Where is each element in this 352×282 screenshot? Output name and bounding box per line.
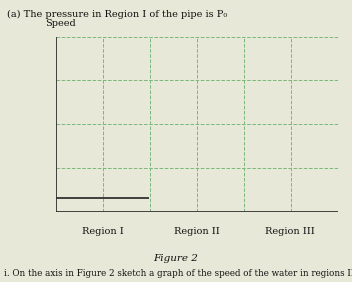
Text: Region II: Region II [174,227,220,236]
Text: Region I: Region I [82,227,124,236]
Text: Region III: Region III [265,227,315,236]
Text: Speed: Speed [45,19,76,28]
Text: (a) The pressure in Region I of the pipe is P₀: (a) The pressure in Region I of the pipe… [7,10,227,19]
Text: i. On the axis in Figure 2 sketch a graph of the speed of the water in regions I: i. On the axis in Figure 2 sketch a grap… [4,269,352,278]
Text: Figure 2: Figure 2 [153,254,199,263]
